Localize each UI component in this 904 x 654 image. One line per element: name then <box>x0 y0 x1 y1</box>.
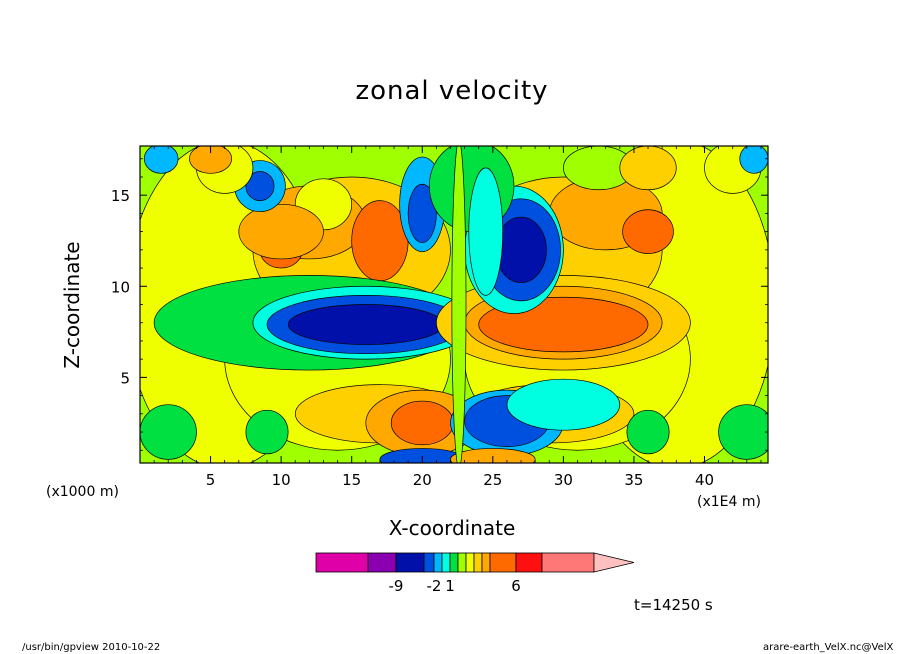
colorbar-tick-label-1: -2 <box>427 577 442 595</box>
x-unit-label-right: (x1E4 m) <box>697 494 761 510</box>
colorbar-segment-1 <box>367 552 397 573</box>
colorbar-tick-label-0: -9 <box>389 577 404 595</box>
colorbar-segment-0 <box>315 552 369 573</box>
colorbar-segment-11 <box>489 552 517 573</box>
field-contour-33 <box>407 183 437 243</box>
field-contour-11 <box>622 209 674 254</box>
x-tick-label-4: 25 <box>483 471 502 489</box>
field-contour-41 <box>140 404 197 460</box>
y-ticks: 5 10 15 <box>111 158 768 451</box>
x-tick-label-6: 35 <box>624 471 643 489</box>
field-contour-37 <box>189 146 233 174</box>
x-tick-label-7: 40 <box>695 471 714 489</box>
y-tick-label-1: 10 <box>111 278 130 296</box>
colorbar-segment-6 <box>449 552 459 573</box>
x-unit-label: (x1000 m) <box>46 484 119 500</box>
x-tick-label-2: 15 <box>342 471 361 489</box>
field-contour-17 <box>287 304 444 345</box>
x-axis-label: X-coordinate <box>388 516 516 540</box>
field-contour-40 <box>619 146 677 191</box>
x-ticks: 5 10 15 20 25 30 35 40 <box>153 146 762 489</box>
colorbar-segment-5 <box>441 552 451 573</box>
x-tick-label-3: 20 <box>413 471 432 489</box>
field-contour-31 <box>495 216 547 283</box>
colorbar-segment-12 <box>515 552 543 573</box>
footer-left: /usr/bin/gpview 2010-10-22 <box>22 642 161 653</box>
colorbar-tick-label-3: 6 <box>511 577 521 595</box>
field-contour-44 <box>626 409 670 455</box>
x-tick-label-0: 5 <box>206 471 216 489</box>
x-tick-label-5: 30 <box>554 471 573 489</box>
chart-title: zonal velocity <box>355 76 549 106</box>
field-contour-35 <box>468 167 504 296</box>
field-contour-25 <box>506 378 621 431</box>
field-contour-22 <box>390 400 454 446</box>
colorbar-segment-13 <box>541 552 595 573</box>
colorbar-segment-2 <box>395 552 425 573</box>
field-contour-47 <box>143 146 179 174</box>
field-contour-48 <box>739 146 768 174</box>
field-contour-49 <box>451 146 467 463</box>
time-label: t=14250 s <box>634 596 713 614</box>
colorbar-segment-4 <box>433 552 443 573</box>
y-tick-label-2: 15 <box>111 187 130 205</box>
y-tick-label-0: 5 <box>120 369 130 387</box>
field-contour-26 <box>238 203 324 260</box>
field-contour-43 <box>245 409 289 455</box>
colorbar-segment-8 <box>465 552 475 573</box>
colorbar-segment-3 <box>423 552 435 573</box>
colorbar-extend-arrow <box>593 552 635 573</box>
x-tick-label-1: 10 <box>272 471 291 489</box>
colorbar-tick-label-2: 1 <box>445 577 455 595</box>
field-contour-42 <box>718 404 768 460</box>
y-axis-label: Z-coordinate <box>60 241 84 369</box>
colorbar-segment-10 <box>481 552 491 573</box>
colorbar-segment-9 <box>473 552 483 573</box>
field-contour-28 <box>245 171 275 202</box>
colorbar: -9 -2 1 6 <box>315 552 635 595</box>
colorbar-segment-7 <box>457 552 467 573</box>
velocity-field <box>140 146 768 463</box>
field-contour-46 <box>450 448 536 463</box>
footer-right: arare-earth_VelX.nc@VelX <box>763 642 894 653</box>
